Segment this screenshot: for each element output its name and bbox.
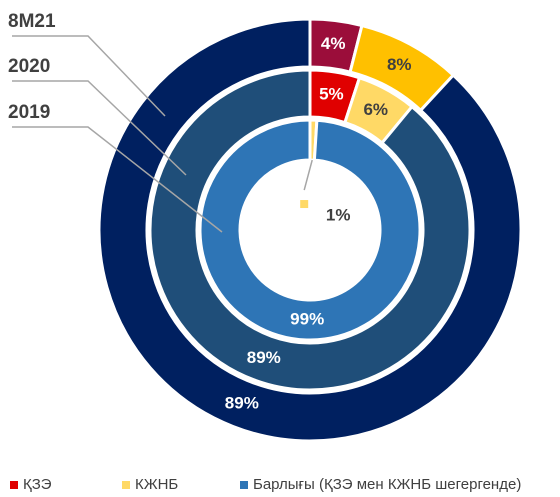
ring-label: 8M21 [8, 11, 56, 32]
value-label: 1% [326, 206, 351, 225]
value-label: 8% [387, 55, 412, 74]
leader-line [12, 80, 187, 176]
value-label: 4% [321, 34, 346, 53]
value-label: 89% [247, 348, 281, 367]
legend-label: ҚЗЭ [23, 476, 52, 493]
label-marker [300, 200, 309, 209]
ring-label: 2020 [8, 56, 50, 77]
value-label: 6% [363, 100, 388, 119]
legend-swatch [122, 481, 130, 489]
value-label: 89% [225, 394, 259, 413]
ring-label: 2019 [8, 102, 50, 123]
labels: 4% 8% 89% 5% 6% 89% 1% 99% ҚЗЭ КЖНБ Барлығы (ҚЗЭ м… [10, 34, 521, 493]
rings [97, 17, 523, 443]
segment [148, 68, 472, 392]
legend-label: Барлығы (ҚЗЭ мен КЖНБ шегергенде) [253, 476, 521, 493]
legend-swatch [10, 481, 18, 489]
legend-swatch [240, 481, 248, 489]
leader-line [303, 159, 313, 191]
legend-label: КЖНБ [135, 476, 178, 493]
leader-line [12, 126, 223, 233]
value-label: 99% [290, 309, 324, 328]
segment [97, 17, 523, 443]
ring-labels: 8M21 2020 2019 [8, 11, 223, 233]
leader-line [12, 35, 166, 117]
value-label: 5% [319, 85, 344, 104]
segment [198, 118, 422, 342]
